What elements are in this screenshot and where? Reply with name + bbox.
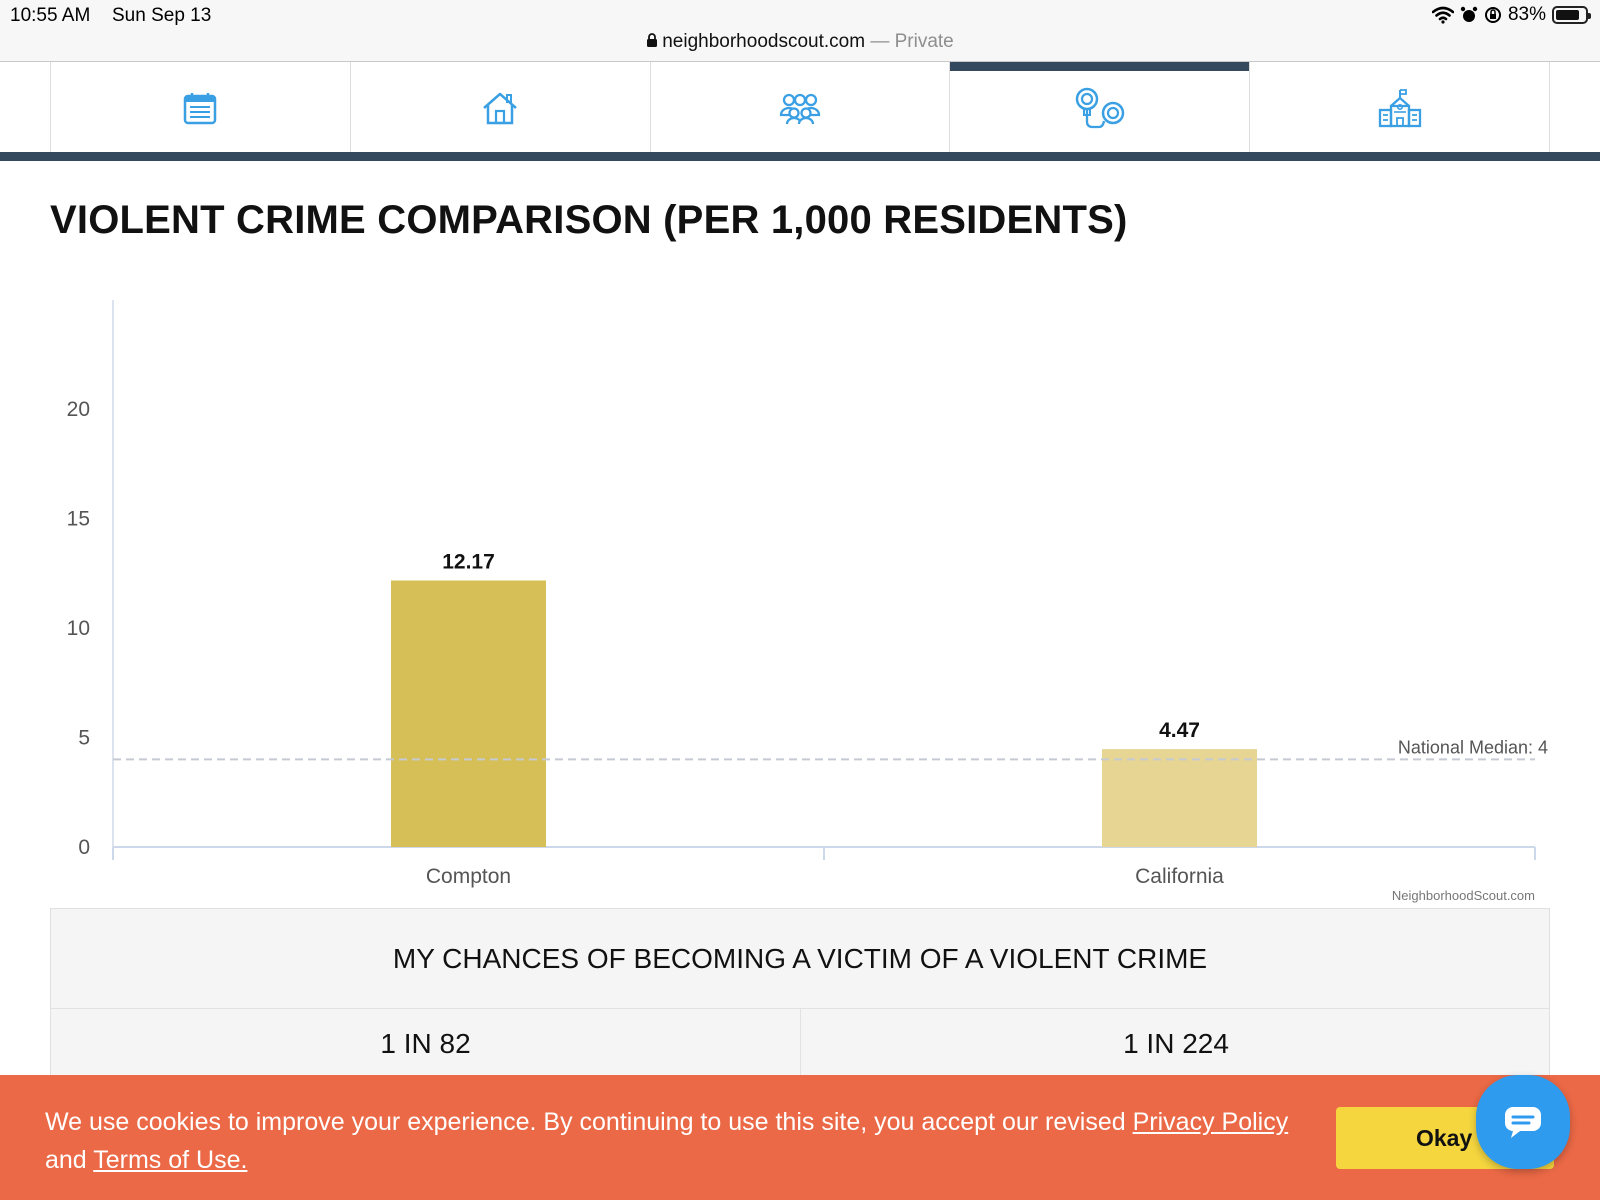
victim-chances-title: MY CHANCES OF BECOMING A VICTIM OF A VIO… xyxy=(51,909,1549,1009)
people-group-icon xyxy=(779,93,821,125)
y-tick-label: 0 xyxy=(78,836,90,859)
wifi-icon xyxy=(1431,6,1454,24)
bar-value-labels: 12.17 4.47 xyxy=(442,550,1200,742)
battery-icon xyxy=(1552,6,1591,24)
status-bar: 10:55 AM Sun Sep 13 83% xyxy=(0,0,1600,62)
violent-crime-chart: 0 5 10 15 20 National Median: 4 12.17 4.47 Co… xyxy=(67,300,1548,888)
clock-time: 10:55 AM xyxy=(10,5,91,26)
chart-credit: NeighborhoodScout.com xyxy=(1391,888,1535,903)
terms-of-use-link[interactable]: Terms of Use. xyxy=(93,1146,248,1174)
y-axis-ticks: 0 5 10 15 20 xyxy=(67,398,90,859)
rotation-lock-icon xyxy=(1484,7,1501,23)
url-separator: — xyxy=(865,31,895,52)
chat-button[interactable] xyxy=(1476,1075,1570,1169)
tab-real-estate[interactable] xyxy=(351,62,651,154)
bar-value-label: 4.47 xyxy=(1159,719,1200,742)
battery-fill xyxy=(1556,10,1580,20)
tabs-underline-bar xyxy=(0,152,1600,161)
cookie-banner: We use cookies to improve your experienc… xyxy=(0,1075,1600,1200)
tab-demographics[interactable] xyxy=(651,62,951,154)
x-tick-label: California xyxy=(1135,865,1224,888)
cookie-text: We use cookies to improve your experienc… xyxy=(45,1108,1133,1136)
clock-date: Sun Sep 13 xyxy=(112,5,212,26)
y-tick-label: 10 xyxy=(67,617,90,640)
cookie-and: and xyxy=(45,1146,94,1174)
house-icon xyxy=(483,92,518,125)
school-building-icon xyxy=(1378,89,1421,128)
private-label: Private xyxy=(894,31,954,52)
x-axis-labels: Compton California xyxy=(426,865,1224,888)
bar-california xyxy=(1102,749,1257,847)
y-tick-label: 5 xyxy=(78,727,90,750)
bar-compton xyxy=(391,580,546,847)
handcuffs-icon xyxy=(1075,87,1125,129)
url-bar[interactable]: neighborhoodscout.com — Private xyxy=(0,31,1600,53)
victim-chances-panel: MY CHANCES OF BECOMING A VICTIM OF A VIO… xyxy=(50,908,1550,1079)
chance-california: 1 IN 224 xyxy=(1123,1028,1229,1059)
bar-value-label: 12.17 xyxy=(442,550,495,573)
national-median-label: National Median: 4 xyxy=(1398,737,1548,757)
calendar-list-icon xyxy=(184,93,217,125)
y-tick-label: 20 xyxy=(67,398,90,421)
alarm-icon xyxy=(1460,6,1478,22)
url-domain: neighborhoodscout.com xyxy=(662,31,866,52)
chat-bubble-icon xyxy=(1505,1107,1541,1138)
page-title: VIOLENT CRIME COMPARISON (PER 1,000 RESI… xyxy=(50,198,1128,242)
chance-compton: 1 IN 82 xyxy=(51,1009,801,1079)
x-tick-label: Compton xyxy=(426,865,511,888)
cookie-message: We use cookies to improve your experienc… xyxy=(45,1103,1305,1179)
section-tabs xyxy=(50,62,1550,154)
tab-schools[interactable] xyxy=(1250,62,1550,154)
battery-percent: 83% xyxy=(1507,4,1546,25)
tab-crime[interactable] xyxy=(950,62,1251,154)
lock-icon xyxy=(647,33,658,47)
bars xyxy=(391,580,1257,847)
status-icons: 83% xyxy=(1431,4,1591,26)
y-tick-label: 15 xyxy=(67,508,90,531)
privacy-policy-link[interactable]: Privacy Policy xyxy=(1132,1108,1289,1136)
tab-overview[interactable] xyxy=(51,62,351,154)
